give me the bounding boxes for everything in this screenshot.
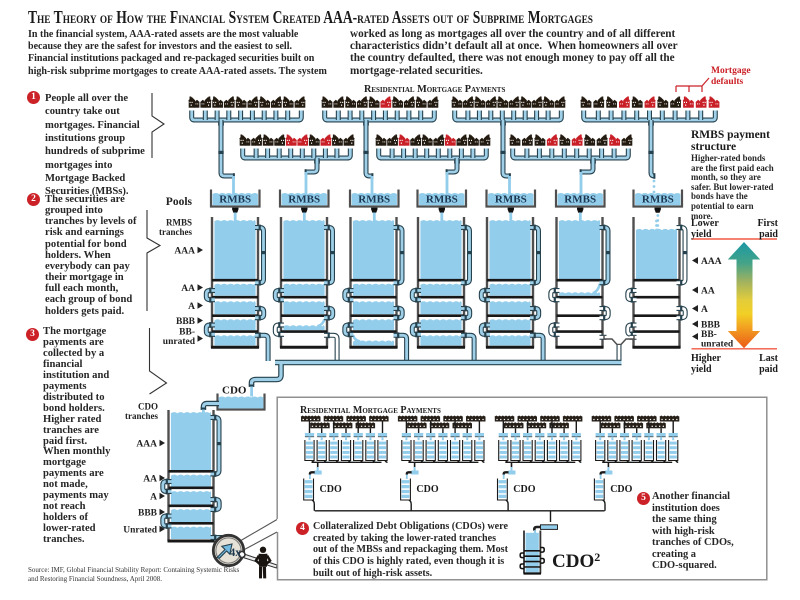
svg-text:AA: AA <box>143 475 157 485</box>
svg-text:BB-: BB- <box>179 328 195 338</box>
svg-text:AAA: AAA <box>174 247 195 257</box>
svg-text:unrated: unrated <box>701 340 734 350</box>
svg-text:A: A <box>150 493 157 503</box>
svg-text:RMBS: RMBS <box>358 194 390 206</box>
svg-text:AA: AA <box>181 284 195 294</box>
svg-text:RMBS: RMBS <box>495 194 527 206</box>
svg-text:BBB: BBB <box>701 321 721 331</box>
svg-text:RMBS: RMBS <box>564 194 596 206</box>
svg-text:A: A <box>188 302 195 312</box>
svg-text:tranches: tranches <box>125 411 158 421</box>
svg-text:CDO2: CDO2 <box>552 550 600 572</box>
svg-text:Unrated: Unrated <box>123 526 157 536</box>
svg-text:CDO: CDO <box>138 402 158 412</box>
svg-text:tranches: tranches <box>159 227 192 237</box>
svg-text:RMBS: RMBS <box>288 194 320 206</box>
svg-text:A: A <box>701 305 708 315</box>
svg-text:Pools: Pools <box>166 196 193 208</box>
svg-text:CDO: CDO <box>416 484 438 495</box>
svg-text:unrated: unrated <box>163 337 196 347</box>
svg-text:BBB: BBB <box>138 509 158 519</box>
svg-text:AAA: AAA <box>701 257 722 267</box>
svg-text:AAA: AAA <box>136 440 157 450</box>
svg-text:BBB: BBB <box>176 317 196 327</box>
svg-text:RMBS: RMBS <box>426 194 458 206</box>
svg-text:CDO: CDO <box>222 385 247 397</box>
svg-text:RMBS: RMBS <box>219 194 251 206</box>
svg-text:RMBS: RMBS <box>642 194 674 206</box>
svg-text:RMBS: RMBS <box>166 218 192 228</box>
svg-text:CDO: CDO <box>513 484 535 495</box>
svg-text:CDO: CDO <box>320 484 342 495</box>
svg-text:4x: 4x <box>230 547 242 559</box>
svg-text:BB-: BB- <box>701 330 717 340</box>
svg-text:CDO: CDO <box>610 484 632 495</box>
svg-text:AA: AA <box>701 287 715 297</box>
